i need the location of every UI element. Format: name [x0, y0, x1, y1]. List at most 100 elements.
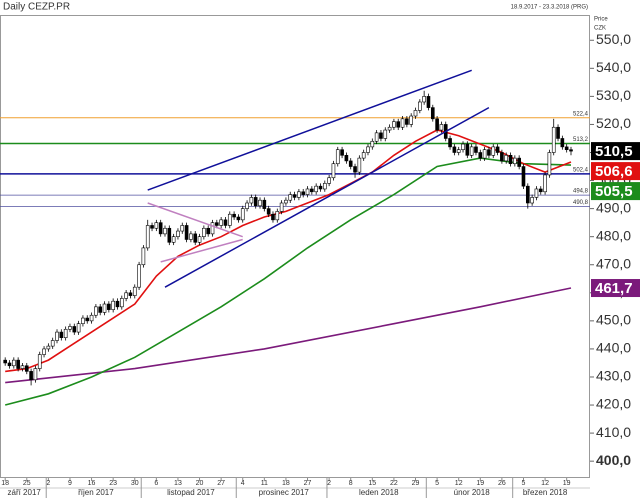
x-tick-label: 11 — [261, 480, 268, 487]
x-tick-label: 15 — [368, 480, 376, 487]
candle-body — [310, 188, 314, 193]
y-tick-label: 450,0 — [596, 312, 631, 328]
level-label: 490,8 — [573, 200, 589, 206]
candle-body — [63, 328, 68, 338]
x-tick-label: 26 — [498, 480, 506, 487]
candle-body — [461, 143, 465, 150]
candle-body — [16, 359, 20, 369]
y-tick-label: 540,0 — [596, 59, 631, 75]
candle-body — [435, 118, 439, 131]
candle-body — [335, 149, 340, 165]
candle-body — [3, 359, 7, 364]
candle-body — [85, 317, 90, 322]
candle-body — [232, 213, 236, 218]
x-tick-label: 19 — [563, 480, 571, 487]
candle-body — [448, 138, 452, 148]
candle-body — [76, 323, 81, 333]
candle-body — [534, 188, 539, 198]
candle-body — [132, 286, 137, 296]
candle-body — [513, 157, 517, 165]
candle-body — [184, 225, 189, 240]
candle-body — [102, 303, 107, 313]
candle-body — [94, 306, 98, 316]
candle-body — [482, 149, 487, 159]
level-label: 522,4 — [573, 111, 589, 117]
candle-body — [344, 155, 349, 162]
candle-body — [124, 292, 128, 299]
candle-body — [543, 174, 547, 193]
x-tick-label: 9 — [68, 480, 72, 487]
price-tag — [591, 279, 640, 298]
candle-body — [141, 247, 146, 266]
candle-body — [456, 149, 461, 153]
candle-body — [266, 208, 271, 215]
candle-body — [176, 230, 180, 237]
candle-body — [374, 132, 379, 142]
trendline — [164, 106, 490, 288]
candle-body — [504, 155, 509, 162]
candle-body — [357, 157, 362, 173]
candle-body — [206, 227, 210, 235]
ma-line — [5, 129, 572, 373]
candle-body — [24, 365, 29, 372]
candle-body — [422, 96, 426, 103]
candle-body — [292, 194, 297, 198]
candle-body — [33, 368, 38, 381]
x-tick-label: 4 — [241, 480, 245, 487]
candle-body — [556, 126, 560, 139]
candle-body — [111, 300, 115, 310]
x-tick-label: 29 — [412, 480, 420, 487]
candle-body — [340, 149, 344, 156]
candle-body — [158, 222, 163, 235]
candle-body — [163, 227, 167, 235]
candle-body — [219, 219, 223, 226]
candle-body — [331, 163, 336, 179]
candle-body — [392, 121, 396, 128]
candle-body — [418, 101, 422, 111]
price-tag-label: 461,7 — [595, 280, 633, 297]
month-label: říjen 2017 — [78, 488, 114, 497]
candle-body — [314, 185, 318, 193]
candle-body — [383, 129, 388, 139]
candle-body — [258, 199, 262, 207]
candle-body — [426, 96, 431, 108]
candle-body — [413, 110, 418, 117]
candle-body — [223, 219, 228, 226]
y-tick-label: 480,0 — [596, 227, 631, 243]
candle-body — [137, 264, 141, 288]
x-tick-label: 8 — [349, 480, 353, 487]
candle-body — [81, 317, 85, 324]
candle-body — [42, 348, 46, 355]
candle-body — [452, 146, 457, 153]
candle-body — [361, 152, 366, 159]
candle-body — [89, 314, 94, 322]
trendline — [160, 238, 243, 263]
x-tick-label: 22 — [390, 480, 398, 487]
ma-line — [4, 157, 572, 406]
candle-body — [284, 199, 288, 204]
candle-body — [495, 146, 500, 153]
candle-body — [59, 331, 64, 338]
candle-body — [465, 143, 470, 156]
candle-body — [348, 160, 353, 167]
price-tag-label: 506,6 — [595, 163, 633, 180]
candle-body — [249, 197, 254, 204]
x-tick-label: 27 — [217, 480, 225, 487]
x-tick-label: 18 — [1, 480, 9, 487]
candle-body — [193, 233, 198, 243]
x-tick-label: 25 — [23, 480, 31, 487]
candle-body — [538, 188, 543, 193]
candle-body — [322, 183, 327, 190]
candle-body — [154, 222, 159, 229]
candle-body — [189, 233, 193, 240]
month-label: prosinec 2017 — [259, 488, 310, 497]
y-tick-label: 420,0 — [596, 396, 631, 412]
candle-body — [353, 166, 357, 173]
candle-body — [68, 326, 72, 330]
candle-body — [439, 124, 444, 131]
price-tag-label: 510,5 — [595, 143, 633, 160]
x-tick-label: 2 — [46, 480, 50, 487]
candle-body — [508, 155, 513, 165]
x-tick-label: 23 — [109, 480, 117, 487]
